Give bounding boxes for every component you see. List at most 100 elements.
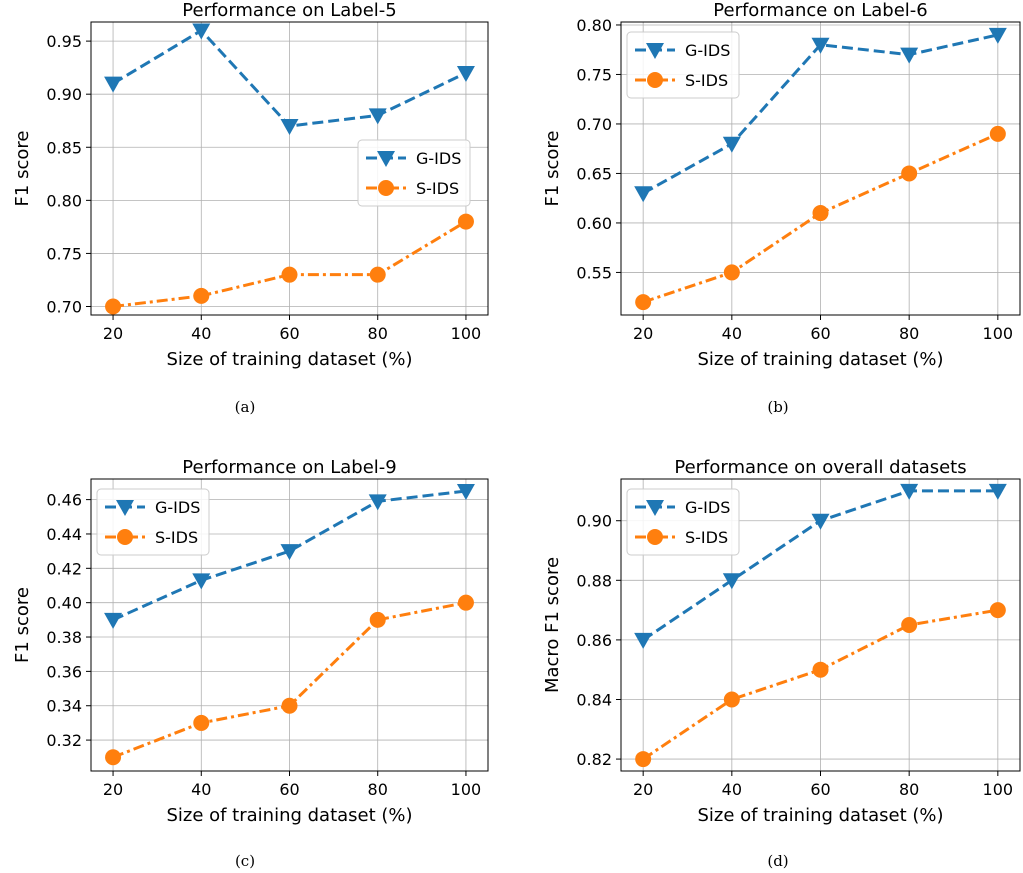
data-point-s-ids [193,714,210,731]
legend-label: G-IDS [416,149,461,168]
x-tick-label: 100 [983,780,1014,799]
data-point-s-ids [723,264,740,281]
legend-marker-g-ids [646,500,664,516]
legend-label: S-IDS [155,528,198,547]
x-tick-label: 80 [368,780,388,799]
data-point-s-ids [457,213,474,230]
data-point-s-ids [193,287,210,304]
data-point-g-ids [722,573,741,590]
y-tick-label: 0.95 [46,32,82,51]
x-tick-label: 80 [368,324,388,343]
plot-frame [620,21,1021,316]
x-axis-label: Size of training dataset (%) [166,805,412,826]
data-point-s-ids [812,661,829,678]
x-tick-label: 40 [191,780,211,799]
x-tick-label: 40 [722,324,742,343]
data-point-g-ids [368,108,387,125]
data-point-g-ids [104,76,123,93]
legend-marker-s-ids [378,180,394,196]
data-point-s-ids [989,602,1006,619]
data-point-g-ids [722,136,741,153]
x-tick-label: 80 [899,780,919,799]
data-point-s-ids [723,691,740,708]
data-point-s-ids [281,697,298,714]
data-point-s-ids [901,617,918,633]
y-tick-label: 0.85 [46,138,82,157]
data-point-g-ids [811,513,830,530]
y-tick-label: 0.70 [46,298,82,317]
y-axis-label: Macro F1 score [542,557,563,693]
legend-marker-s-ids [647,72,663,88]
y-tick-label: 0.46 [46,491,82,510]
data-point-s-ids [901,165,918,182]
x-tick-label: 100 [983,324,1014,343]
y-tick-label: 0.40 [46,594,82,613]
chart-title: Performance on overall datasets [674,457,966,478]
legend-label: G-IDS [685,498,730,517]
y-tick-label: 0.42 [46,559,82,578]
x-tick-label: 100 [451,324,482,343]
chart-title: Performance on Label-6 [713,0,927,21]
legend-marker-s-ids [647,529,663,545]
y-tick-label: 0.34 [46,697,82,716]
y-tick-label: 0.80 [576,16,612,35]
data-point-g-ids [368,494,387,511]
panel-caption: (c) [235,852,255,870]
y-tick-label: 0.90 [576,512,612,531]
data-point-s-ids [635,294,652,311]
y-tick-label: 0.75 [46,244,82,263]
data-point-g-ids [988,27,1007,44]
data-point-g-ids [456,484,475,501]
data-point-g-ids [192,23,211,40]
y-tick-label: 0.90 [46,85,82,104]
data-point-s-ids [812,205,829,222]
chart-panel-d: 20 40 60 80 100 0.82 0.84 0.86 0.88 0.90 G-IDS S-ID… [542,457,1021,870]
x-tick-label: 80 [899,324,919,343]
y-tick-label: 0.44 [46,525,82,544]
legend-marker-g-ids [646,43,664,59]
data-point-g-ids [104,612,123,629]
legend-marker-s-ids [117,529,133,545]
legend-label: S-IDS [685,71,728,90]
data-point-g-ids [280,544,299,561]
data-point-g-ids [634,632,653,649]
legend-label: G-IDS [685,41,730,60]
series-line-g-ids [112,489,467,622]
y-axis-label: F1 score [542,131,563,207]
legend-marker-g-ids [377,151,395,167]
data-point-g-ids [280,119,299,136]
y-tick-label: 0.84 [576,690,612,709]
data-point-s-ids [105,298,122,315]
data-point-g-ids [634,186,653,203]
panel-caption: (b) [767,398,788,416]
chart-panel-a: 20 40 60 80 100 0.70 0.75 0.80 0.85 0.90 0.95 G-IDS… [12,0,489,416]
x-tick-label: 40 [722,780,742,799]
x-tick-label: 20 [103,780,123,799]
y-tick-label: 0.86 [576,631,612,650]
y-tick-label: 0.80 [46,191,82,210]
x-axis-label: Size of training dataset (%) [697,349,943,370]
y-tick-label: 0.75 [576,65,612,84]
data-point-g-ids [192,573,211,590]
plot-frame [90,21,489,316]
data-point-s-ids [635,751,652,768]
y-tick-label: 0.65 [576,164,612,183]
y-axis-label: F1 score [12,587,33,663]
y-tick-label: 0.82 [576,750,612,769]
chart-title: Performance on Label-5 [182,0,396,21]
x-tick-label: 60 [279,324,299,343]
data-point-s-ids [369,266,386,283]
x-tick-label: 20 [633,780,653,799]
y-tick-label: 0.70 [576,115,612,134]
legend-label: G-IDS [155,498,200,517]
x-tick-label: 100 [451,780,482,799]
data-point-g-ids [811,37,830,54]
data-point-g-ids [988,483,1007,500]
data-point-s-ids [989,125,1006,142]
y-tick-label: 0.60 [576,214,612,233]
panel-caption: (d) [767,852,788,870]
x-axis-label: Size of training dataset (%) [697,805,943,826]
x-tick-label: 60 [279,780,299,799]
x-axis-label: Size of training dataset (%) [166,349,412,370]
